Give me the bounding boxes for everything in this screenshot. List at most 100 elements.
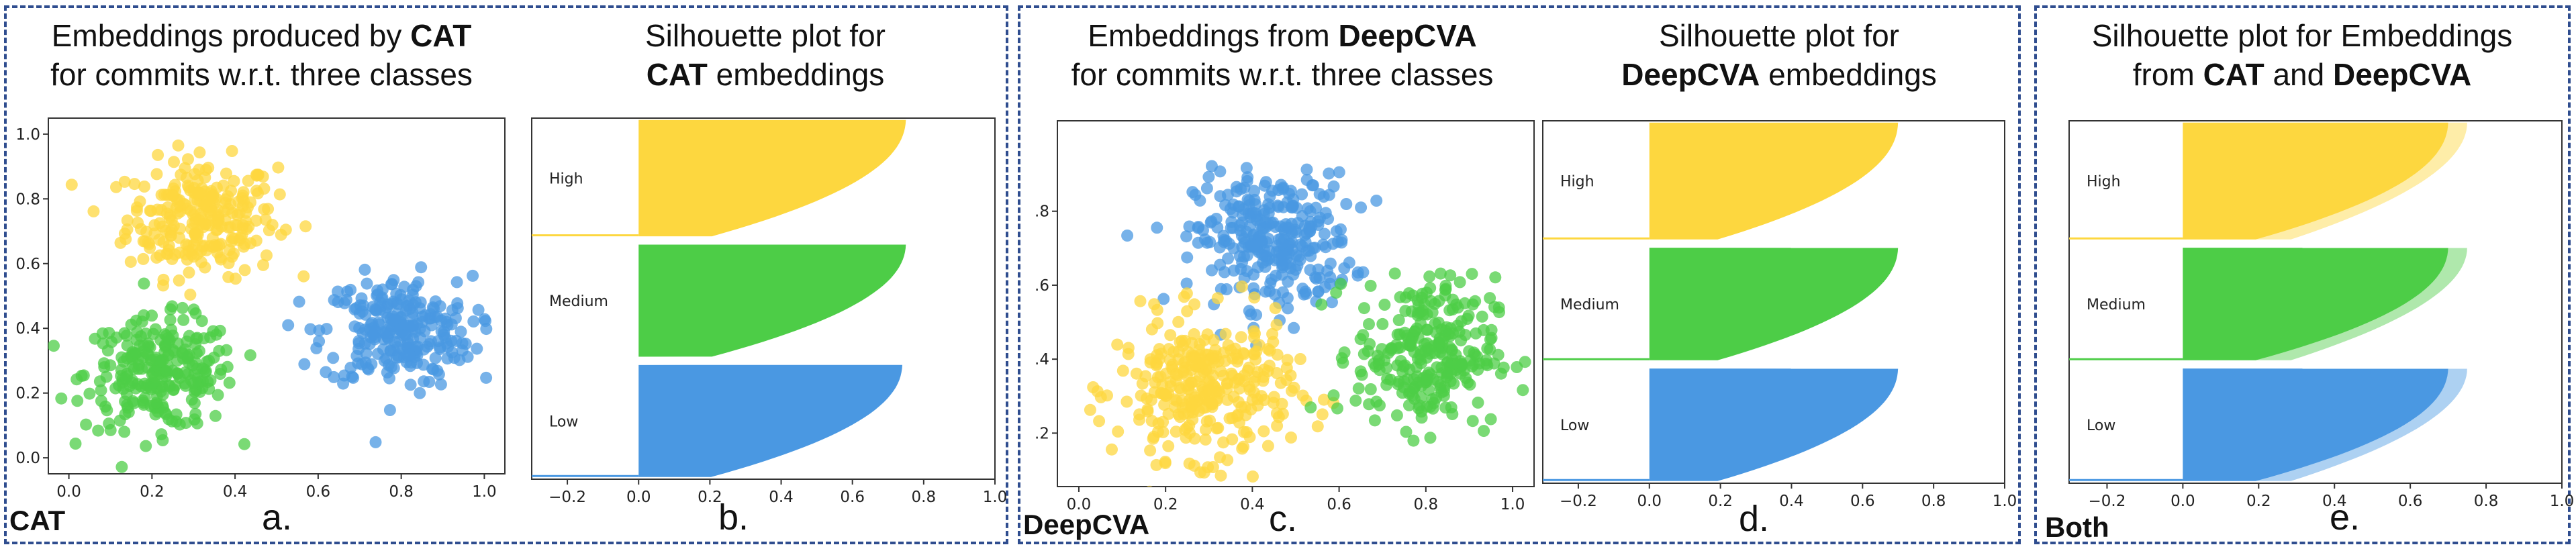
point-high (110, 181, 122, 193)
silhouette-band-medium (638, 244, 906, 357)
point-low (1210, 213, 1223, 225)
point-medium (1327, 389, 1340, 402)
point-low (1265, 273, 1278, 286)
point-low (431, 310, 444, 323)
x-tick-label-c: 0.4 (1240, 496, 1265, 513)
point-medium (176, 301, 189, 314)
point-high (1271, 419, 1284, 432)
x-tick-label-b: 0.8 (912, 489, 937, 506)
point-medium (177, 313, 190, 326)
point-high (1134, 295, 1147, 307)
point-medium (1378, 299, 1391, 311)
y-tick-label-a: 0.8 (15, 191, 40, 208)
point-high (1159, 456, 1172, 468)
point-high (1269, 302, 1282, 315)
point-medium (113, 414, 126, 427)
point-medium (221, 360, 234, 373)
point-medium (1470, 327, 1482, 340)
point-low (1307, 179, 1319, 192)
x-tick-label-a: 0.8 (389, 483, 414, 501)
corner-label-both: Both (2045, 511, 2109, 543)
y-tick-label-a: 0.2 (15, 385, 40, 403)
point-low (1302, 244, 1315, 257)
point-medium (1404, 336, 1417, 348)
negative-sliver-medium (1543, 358, 1650, 360)
point-low (374, 296, 387, 309)
point-low (337, 377, 350, 390)
point-low (346, 370, 359, 383)
point-medium (1466, 360, 1478, 372)
point-high (279, 223, 292, 236)
point-medium (95, 384, 107, 397)
point-high (229, 272, 242, 285)
point-high (144, 205, 157, 217)
point-high (1116, 364, 1129, 377)
point-high (1120, 395, 1133, 408)
point-high (1214, 469, 1227, 482)
point-high (1162, 343, 1175, 356)
point-medium (1349, 394, 1362, 407)
point-medium (1380, 379, 1393, 391)
point-high (188, 206, 201, 219)
x-tick-label-e: −0.2 (2089, 493, 2126, 510)
point-medium (1462, 309, 1475, 322)
cluster-label-high: High (2087, 174, 2121, 191)
subfigure-letter-d: d. (1739, 499, 1770, 539)
point-low (1331, 236, 1344, 248)
x-tick-label-d: 0.8 (1921, 493, 1946, 510)
point-medium (1511, 361, 1523, 373)
point-medium (1426, 393, 1439, 405)
point-low (399, 304, 412, 317)
point-high (250, 168, 263, 181)
point-low (338, 297, 351, 309)
point-high (222, 257, 235, 270)
group-frame-cat (4, 5, 1008, 544)
point-high (1170, 425, 1182, 438)
point-medium (1315, 298, 1328, 311)
point-medium (1423, 270, 1436, 283)
point-medium (1484, 413, 1497, 425)
x-tick-label-d: −0.2 (1560, 493, 1597, 510)
point-high (1111, 338, 1124, 351)
point-medium (1370, 395, 1383, 408)
point-medium (1368, 414, 1381, 427)
point-low (359, 323, 371, 336)
point-medium (187, 377, 200, 390)
point-medium (1388, 267, 1401, 280)
silhouette-band-high (638, 119, 906, 237)
point-low (1239, 236, 1251, 249)
point-low (389, 313, 401, 325)
point-medium (150, 397, 162, 409)
point-high (1248, 291, 1261, 304)
point-medium (1390, 409, 1403, 421)
x-tick-label-b: 0.6 (840, 489, 865, 506)
negative-sliver-high (2069, 237, 2183, 240)
y-tick-label-c: .6 (1035, 277, 1049, 295)
x-tick-label-e: 0.6 (2398, 493, 2423, 510)
point-medium (1446, 408, 1459, 420)
point-high (120, 233, 132, 246)
point-low (1223, 238, 1235, 250)
point-low (1277, 181, 1290, 194)
point-high (297, 270, 310, 283)
point-high (172, 139, 185, 152)
point-medium (1382, 347, 1394, 359)
point-high (211, 223, 224, 236)
point-medium (1424, 432, 1437, 444)
point-low (1327, 180, 1340, 193)
point-low (404, 379, 417, 391)
point-high (1188, 298, 1201, 311)
y-tick-label-c: .2 (1035, 425, 1049, 442)
point-medium (1456, 358, 1468, 370)
title-a: Embeddings produced by CAT for commits w… (50, 18, 473, 92)
point-high (212, 209, 225, 221)
point-low (406, 289, 419, 301)
point-low (429, 295, 442, 308)
point-medium (154, 355, 166, 368)
x-tick-label-d: 0.4 (1779, 493, 1804, 510)
point-high (1226, 411, 1239, 424)
point-low (361, 277, 373, 290)
point-high (1178, 291, 1190, 303)
point-medium (140, 347, 153, 360)
point-medium (149, 323, 162, 336)
